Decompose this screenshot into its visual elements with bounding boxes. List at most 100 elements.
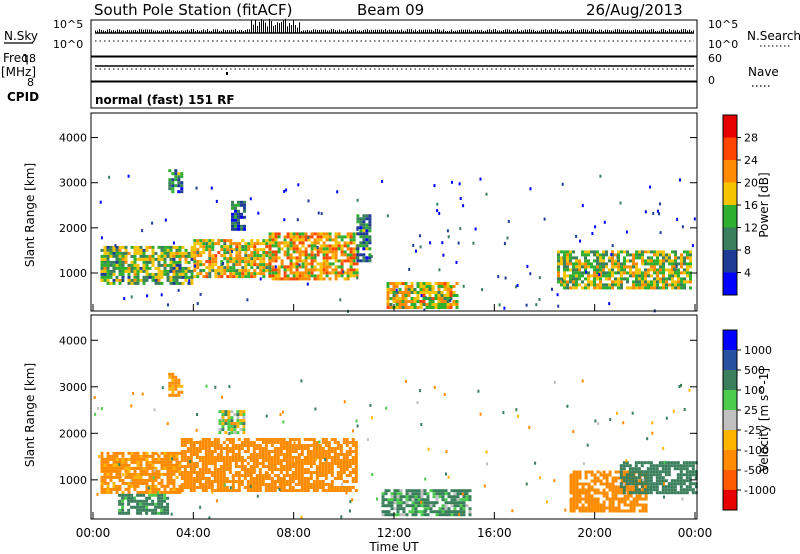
freq-panel [90, 56, 698, 82]
data-cell [246, 468, 250, 471]
freq-unit: [MHz] [1, 65, 36, 79]
data-cell [590, 274, 593, 278]
data-cell [431, 303, 435, 306]
data-cell [313, 232, 317, 236]
nsky-bar [127, 30, 128, 33]
nsky-bar [669, 29, 670, 33]
data-cell [274, 253, 278, 257]
data-cell [294, 477, 298, 480]
data-cell [593, 265, 596, 269]
data-cell [435, 510, 439, 514]
data-cell [217, 239, 221, 243]
data-cell [575, 283, 578, 287]
data-cell [259, 266, 263, 270]
data-cell [575, 234, 578, 238]
data-cell [157, 472, 161, 476]
data-cell [240, 215, 243, 219]
data-cell [641, 256, 644, 260]
data-cell [270, 441, 274, 444]
y-tick-label: 1000 [59, 474, 87, 487]
data-cell [356, 198, 359, 202]
data-cell [611, 488, 615, 492]
data-cell [163, 472, 167, 476]
nsky-bar [619, 29, 620, 33]
data-cell [312, 450, 316, 453]
data-cell [294, 474, 298, 477]
data-cell [109, 263, 113, 267]
data-cell [232, 242, 236, 246]
data-cell [620, 280, 623, 284]
data-cell [443, 297, 447, 300]
data-cell [608, 277, 611, 281]
data-cell [593, 497, 597, 501]
data-cell [103, 254, 107, 258]
data-cell [160, 248, 164, 252]
data-cell [438, 489, 442, 493]
nsky-bar [647, 30, 648, 33]
data-cell [566, 250, 569, 254]
data-cell [118, 475, 122, 479]
data-cell [416, 297, 420, 300]
data-cell [643, 470, 647, 474]
data-cell [369, 403, 372, 407]
data-cell [557, 250, 560, 254]
data-cell [268, 268, 272, 272]
data-cell [602, 491, 606, 495]
data-cell [631, 411, 634, 415]
data-cell [291, 444, 295, 447]
velocity-colorbar-tick-label: 100 [744, 384, 765, 397]
data-cell [156, 491, 159, 495]
data-cell [172, 245, 176, 249]
data-cell [178, 263, 182, 267]
nsky-bar [523, 30, 524, 33]
data-cell [389, 291, 393, 294]
data-cell [656, 274, 659, 278]
data-cell [231, 474, 235, 477]
data-cell [398, 300, 402, 303]
data-cell [267, 489, 271, 492]
data-cell [304, 277, 308, 281]
data-cell [208, 242, 212, 246]
data-cell [133, 499, 137, 503]
data-cell [602, 470, 606, 474]
data-cell [262, 266, 266, 270]
data-cell [608, 286, 611, 290]
data-cell [100, 260, 104, 264]
data-cell [124, 487, 128, 491]
data-cell [312, 462, 316, 465]
data-cell [115, 454, 119, 458]
data-cell [334, 235, 338, 239]
data-cell [303, 471, 307, 474]
data-cell [109, 248, 113, 252]
data-cell [145, 463, 149, 467]
data-cell [160, 472, 164, 476]
data-cell [670, 485, 674, 489]
data-cell [458, 182, 461, 186]
data-cell [617, 271, 620, 275]
data-cell [462, 489, 466, 493]
data-cell [641, 280, 644, 284]
data-cell [136, 245, 140, 249]
nsky-bar [503, 30, 504, 33]
nsky-bar [499, 30, 500, 33]
data-cell [672, 409, 675, 413]
data-cell [593, 482, 597, 486]
data-cell [422, 282, 426, 285]
freq-frame [90, 56, 698, 82]
data-cell [109, 478, 113, 482]
data-cell [282, 453, 286, 456]
data-cell [160, 245, 164, 249]
data-cell [673, 461, 677, 465]
data-cell [175, 245, 179, 249]
data-cell [462, 495, 466, 499]
data-cell [450, 504, 454, 508]
data-cell [307, 235, 310, 239]
data-cell [109, 463, 113, 467]
data-cell [307, 268, 311, 272]
data-cell [180, 181, 184, 185]
data-cell [193, 275, 197, 279]
data-cell [237, 221, 240, 225]
data-cell [127, 281, 131, 285]
data-cell [674, 250, 677, 254]
data-cell [674, 268, 677, 272]
